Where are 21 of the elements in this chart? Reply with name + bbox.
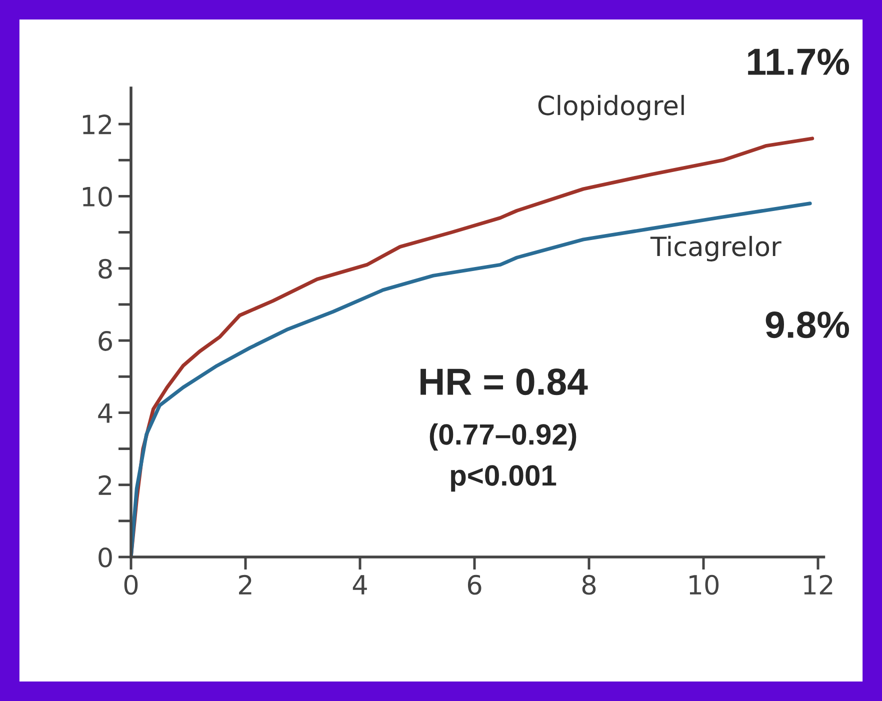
series-label: Clopidogrel [538, 94, 684, 120]
y-tick-label: 10 [82, 186, 112, 207]
y-tick-label: 8 [98, 258, 112, 279]
x-tick-label: 6 [468, 574, 482, 595]
x-tick-label: 8 [582, 574, 596, 595]
x-tick-label: 2 [239, 574, 252, 594]
x-tick-label: 0 [124, 574, 138, 595]
annotation: HR = 0.84 [420, 368, 588, 396]
annotation: p<0.001 [451, 465, 556, 492]
y-tick-label: 12 [82, 114, 111, 134]
x-tick-label: 10 [690, 574, 719, 595]
series-label: Ticagrelor [650, 236, 782, 262]
x-tick-label: 12 [804, 574, 832, 594]
x-tick-label: 4 [352, 575, 367, 594]
y-tick-label: 0 [98, 547, 112, 568]
annotation: 9.8% [766, 312, 850, 338]
y-tick-label: 4 [98, 403, 112, 423]
y-tick-label: 2 [98, 475, 111, 495]
annotation: (0.77–0.92) [430, 423, 576, 451]
text: 11.7% [748, 48, 850, 75]
y-tick-label: 6 [98, 330, 112, 351]
